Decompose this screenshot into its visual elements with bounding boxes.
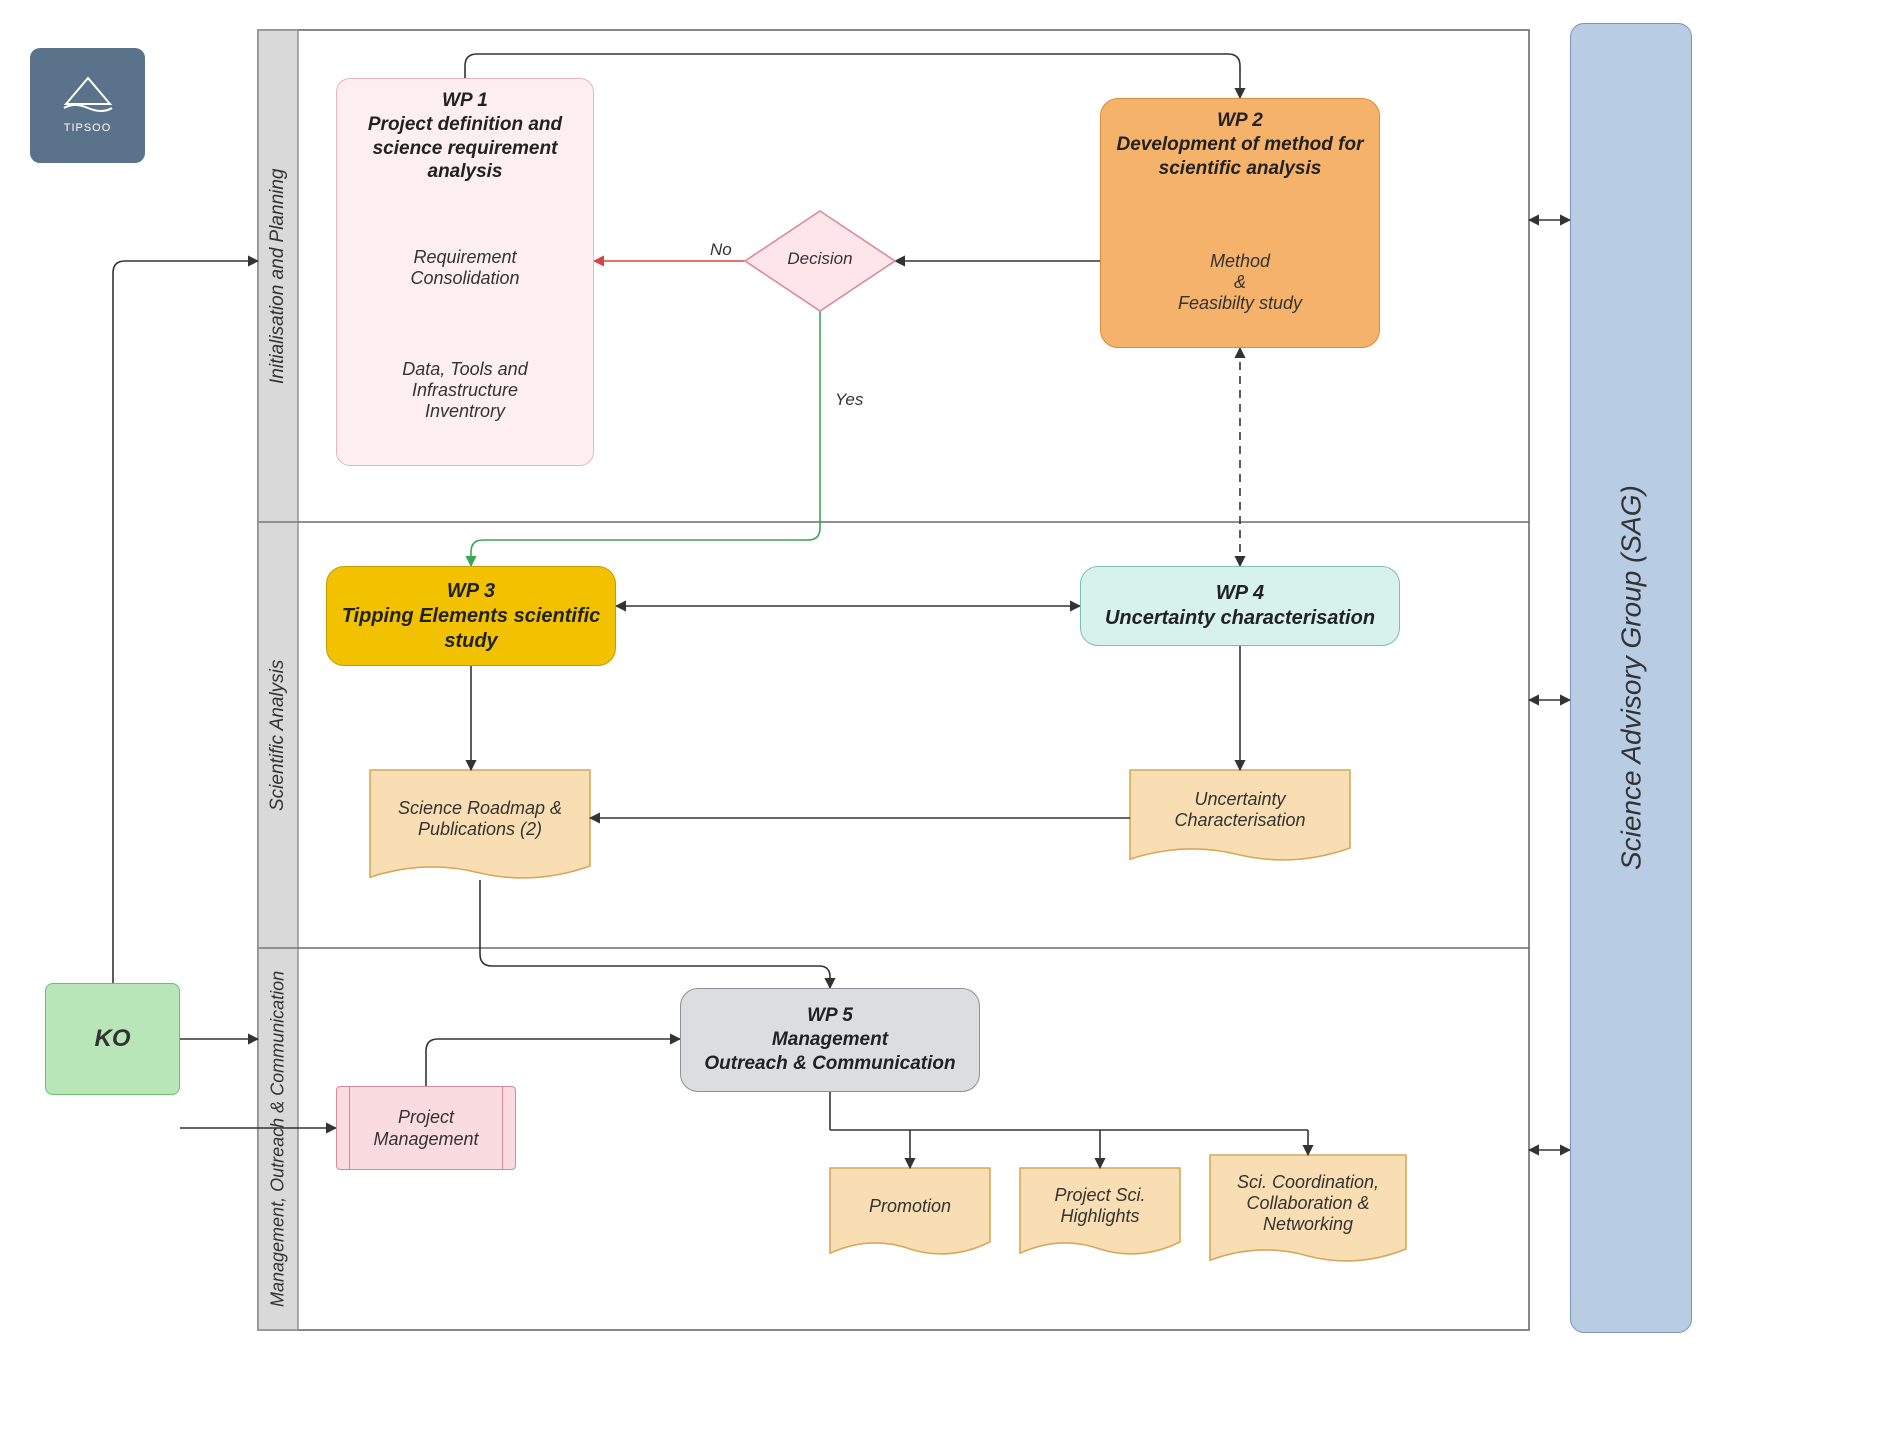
doc-method-feasibility: Method & Feasibilty study [1130,238,1350,338]
doc-science-roadmap: Science Roadmap & Publications (2) [370,770,590,880]
wp2-title1: WP 2 [1115,109,1365,133]
logo-badge: TIPSOO [30,48,145,163]
doc-promotion: Promotion [830,1168,990,1256]
wp1-title1: WP 1 [347,89,583,113]
doc-sci-coordination: Sci. Coordination, Collaboration & Netwo… [1210,1155,1406,1263]
doc-project-highlights: Project Sci. Highlights [1020,1168,1180,1256]
wp3-title1: WP 3 [327,579,615,604]
logo-glyph-icon [60,76,116,116]
ko-node: KO [45,983,180,1095]
lane-label-management: Management, Outreach & Communication [258,948,298,1330]
logo-text: TIPSOO [64,122,112,136]
doc-data-label: Data, Tools and Infrastructure Inventror… [360,342,570,450]
doc-roadmap-label: Science Roadmap & Publications (2) [370,770,590,880]
ko-label: KO [95,1024,131,1054]
wp5-title1: WP 5 [704,1004,955,1028]
doc-uncert-label: Uncertainty Characterisation [1130,770,1350,862]
wp2-title2: Development of method for scientific ana… [1115,133,1365,181]
wp3-node: WP 3 Tipping Elements scientific study [326,566,616,666]
doc-coord-label: Sci. Coordination, Collaboration & Netwo… [1210,1155,1406,1263]
decision-label: Decision [760,249,880,269]
project-management-node: Project Management [336,1086,516,1170]
sag-label: Science Advisory Group (SAG) [1571,24,1691,1332]
wp4-node: WP 4 Uncertainty characterisation [1080,566,1400,646]
project-management-label: Project Management [359,1106,493,1151]
wp1-title2: Project definition and science requireme… [347,113,583,184]
doc-data-tools-inventory: Data, Tools and Infrastructure Inventror… [360,342,570,450]
wp4-title2: Uncertainty characterisation [1105,606,1375,631]
wp3-title2: Tipping Elements scientific study [327,604,615,654]
wp5-title3: Outreach & Communication [704,1052,955,1076]
doc-highl-label: Project Sci. Highlights [1020,1168,1180,1256]
lane-label-initialisation: Initialisation and Planning [258,30,298,522]
doc-method-label: Method & Feasibilty study [1130,238,1350,338]
wp4-title1: WP 4 [1105,581,1375,606]
edge-label-yes: Yes [835,390,863,410]
wp5-node: WP 5 Management Outreach & Communication [680,988,980,1092]
doc-requirement-consolidation: Requirement Consolidation [360,230,570,318]
doc-promo-label: Promotion [830,1168,990,1256]
wp5-title2: Management [704,1028,955,1052]
doc-uncertainty: Uncertainty Characterisation [1130,770,1350,862]
lane-label-scientific: Scientific Analysis [258,522,298,948]
sag-panel: Science Advisory Group (SAG) [1570,23,1692,1333]
edge-label-no: No [710,240,732,260]
doc-req-label: Requirement Consolidation [360,230,570,318]
